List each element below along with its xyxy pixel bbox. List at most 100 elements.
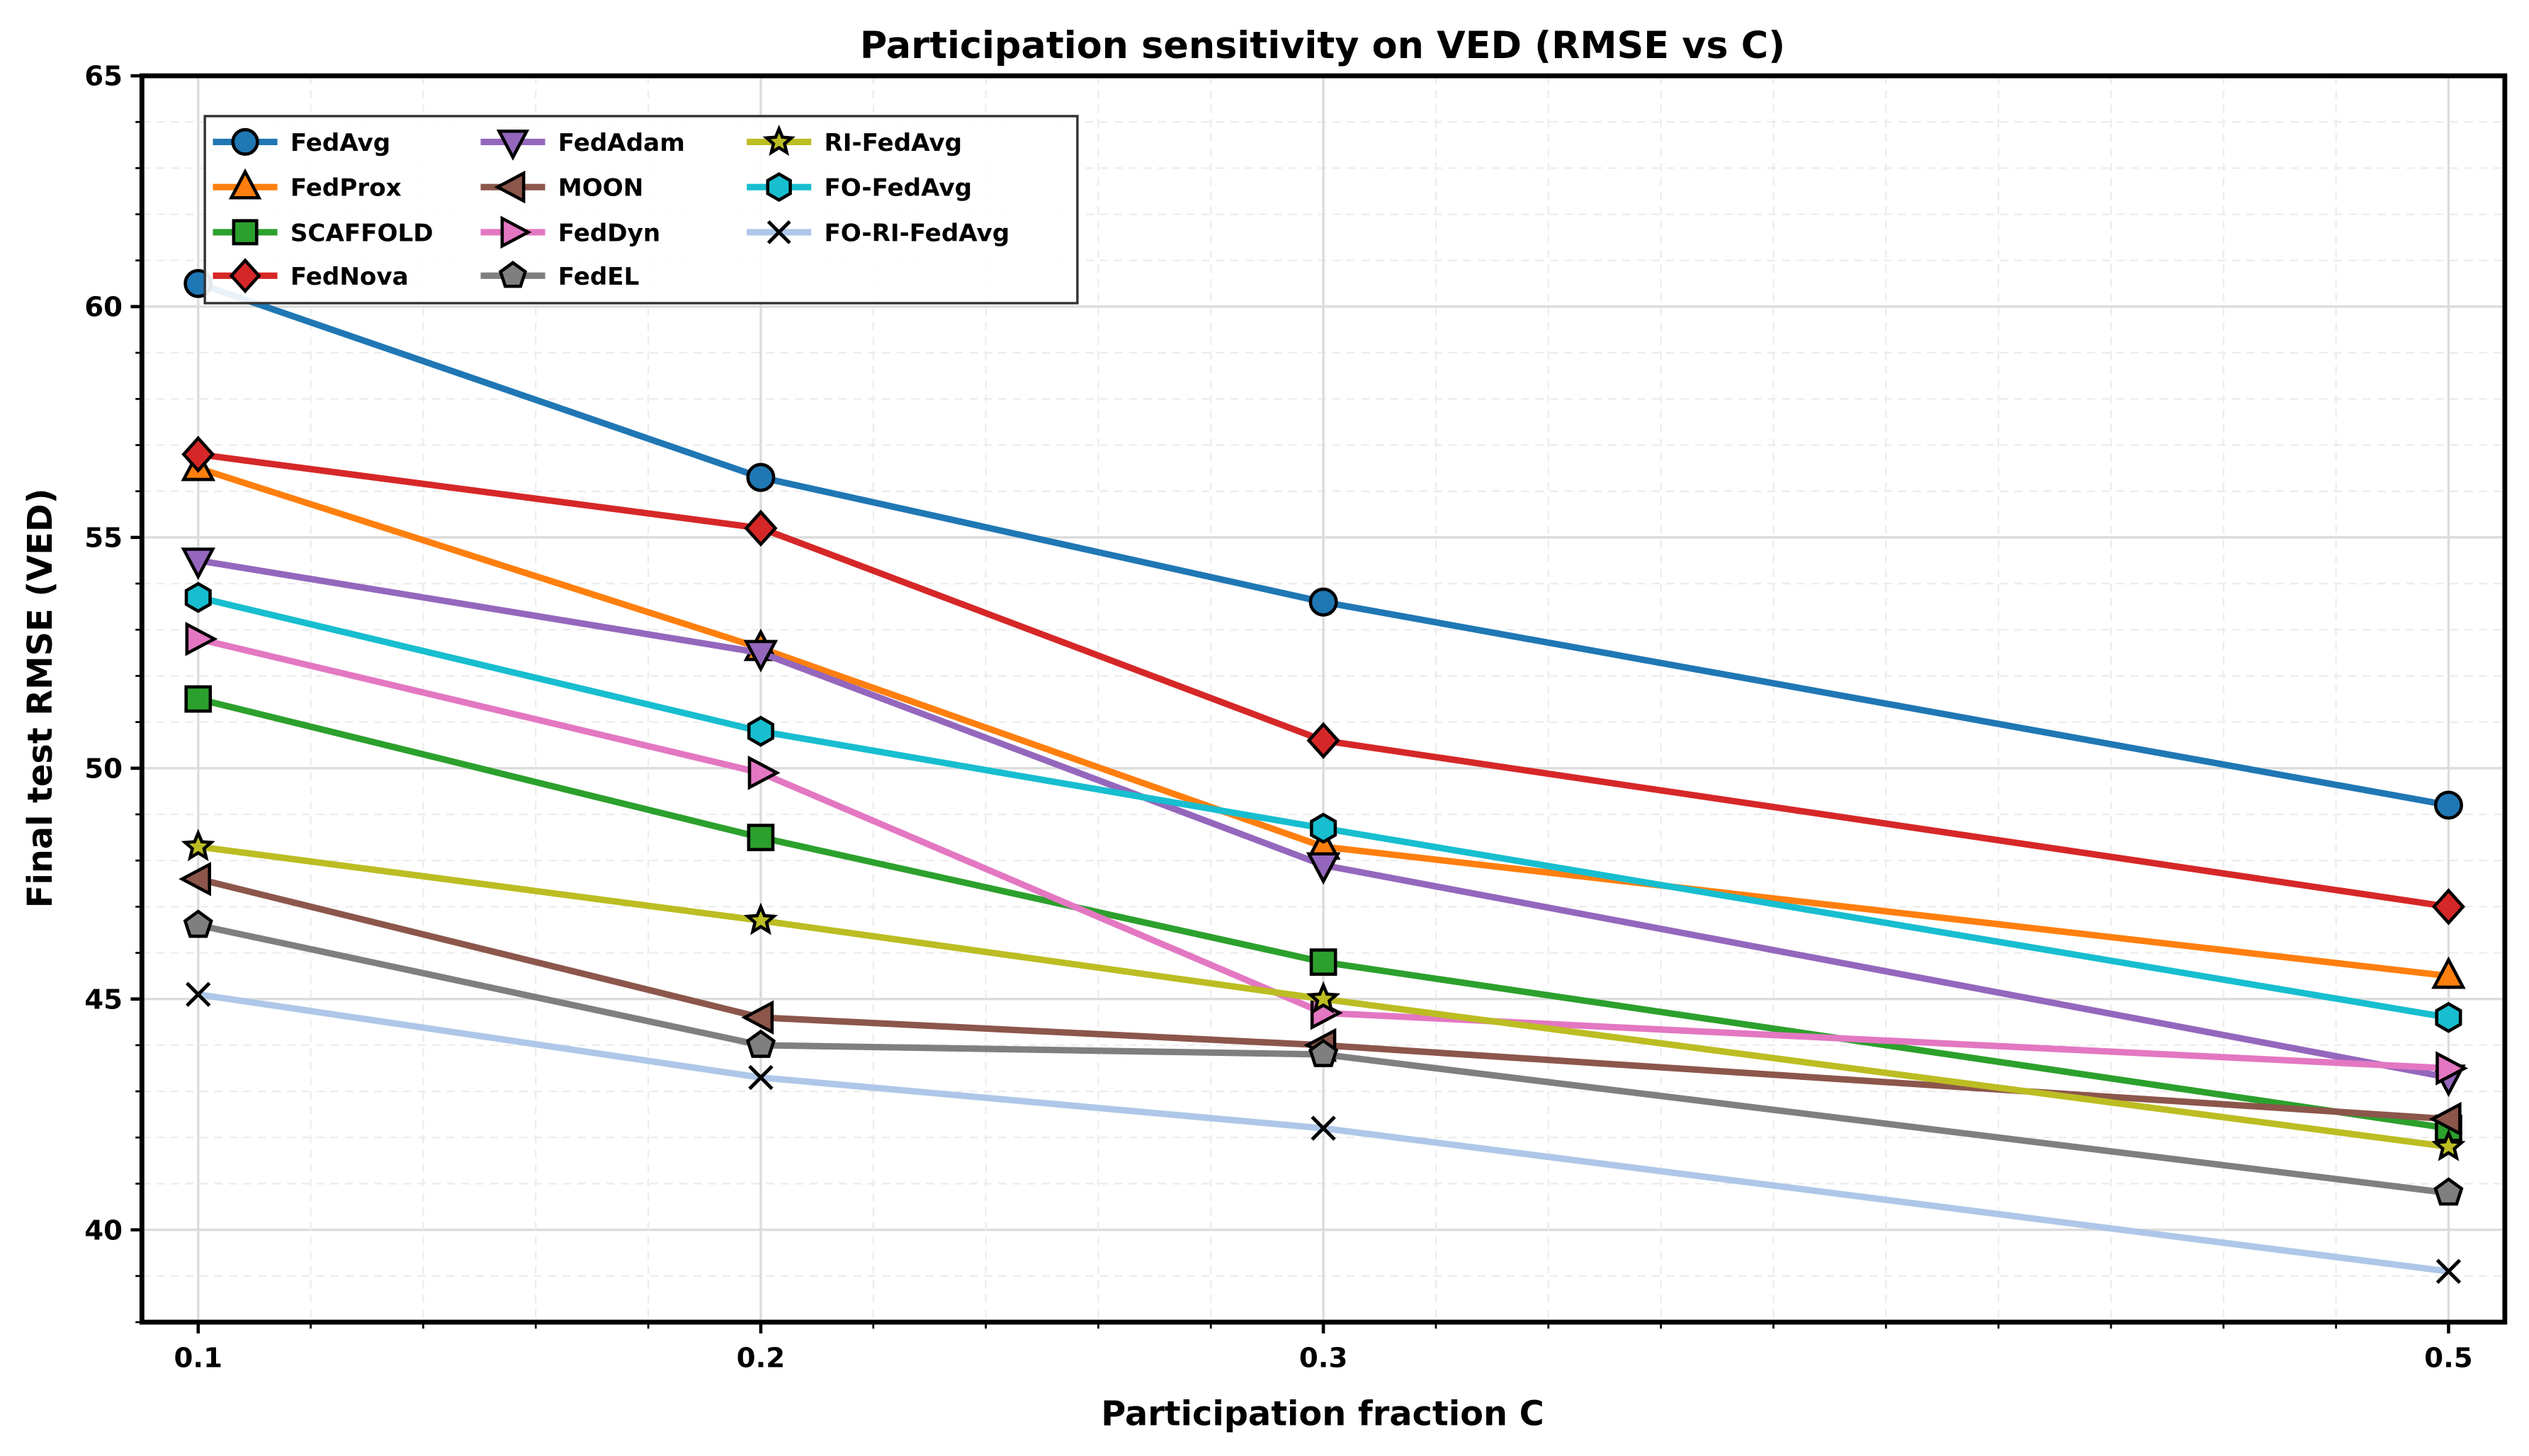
circle-marker	[746, 462, 776, 492]
legend-entry: SCAFFOLD	[213, 219, 434, 247]
series-line	[197, 921, 2449, 1197]
legend-label: FedAvg	[290, 129, 390, 157]
x-axis-label: Participation fraction C	[1101, 1395, 1544, 1434]
series-fo-fedavg	[184, 581, 2462, 1033]
pentagon-marker	[745, 1029, 776, 1058]
ticks: 0.1 0.2 0.3 0.5 40 45 50 55 60 65	[84, 61, 2473, 1375]
legend-entry: MOON	[480, 170, 644, 204]
legend: FedAvg FedProx SCAFFOLD FedNova FedAdam MOON F…	[203, 115, 1079, 305]
legend-entry: FedAvg	[213, 127, 390, 157]
pentagon-marker	[2433, 1177, 2464, 1206]
legend-entry: FedEL	[480, 261, 640, 291]
y-tick-label: 50	[84, 753, 123, 785]
legend-frame	[203, 115, 1079, 305]
legend-label: MOON	[558, 174, 644, 203]
square-marker	[747, 824, 775, 851]
star-marker	[743, 902, 779, 935]
x-tick-label: 0.3	[1299, 1343, 1348, 1375]
series-fo-ri-fedavg	[186, 982, 2462, 1285]
diamond-marker	[1306, 722, 1340, 759]
pentagon-marker	[498, 261, 528, 288]
series-feddyn	[185, 622, 2469, 1086]
circle-marker	[231, 127, 259, 156]
y-tick-label: 60	[84, 292, 123, 324]
y-axis-label: Final test RMSE (VED)	[21, 489, 60, 909]
triangle-left-marker	[179, 861, 211, 897]
triangle-up-marker	[228, 168, 262, 200]
legend-label: SCAFFOLD	[290, 219, 434, 247]
legend-label: FedProx	[290, 174, 402, 203]
legend-label: FedNova	[290, 263, 409, 291]
circle-marker	[2433, 790, 2463, 820]
square-marker	[232, 219, 259, 246]
pentagon-marker	[1308, 1038, 1339, 1067]
triangle-left-marker	[741, 1000, 774, 1035]
circle-marker	[1308, 587, 1338, 617]
triangle-up-marker	[2431, 956, 2466, 989]
series-fedel	[183, 909, 2464, 1206]
y-tick-label: 55	[84, 523, 123, 554]
series-line	[197, 695, 2450, 1132]
series-line	[197, 875, 2449, 1122]
legend-entry: FedProx	[213, 168, 402, 203]
legend-label: FedDyn	[558, 219, 660, 247]
star-marker	[762, 125, 796, 157]
series-line	[198, 843, 2450, 1150]
y-tick-label: 65	[84, 61, 123, 93]
x-marker	[766, 220, 791, 244]
x-marker	[1311, 1115, 1336, 1141]
legend-entry: RI-FedAvg	[747, 125, 962, 157]
hexagon-marker	[747, 715, 774, 747]
series-line	[197, 594, 2450, 1021]
triangle-left-marker	[2428, 1101, 2462, 1137]
legend-entry: FedNova	[213, 258, 409, 294]
legend-entry: FedAdam	[480, 129, 685, 161]
hexagon-marker	[1310, 812, 1337, 844]
x-tick-label: 0.1	[174, 1343, 223, 1375]
series-line	[197, 465, 2449, 979]
series-layer	[179, 268, 2469, 1285]
pentagon-marker	[183, 909, 213, 938]
series-line	[197, 280, 2450, 809]
triangle-down-marker	[743, 639, 779, 673]
square-marker	[184, 685, 213, 713]
triangle-left-marker	[494, 170, 526, 204]
y-tick-label: 45	[84, 984, 123, 1016]
chart-title: Participation sensitivity on VED (RMSE v…	[860, 24, 1785, 67]
x-tick-label: 0.5	[2424, 1343, 2473, 1375]
series-line	[198, 991, 2450, 1275]
triangle-down-marker	[496, 129, 530, 161]
triangle-down-marker	[181, 547, 216, 581]
legend-label: FedAdam	[558, 129, 685, 157]
triangle-down-marker	[1306, 852, 1341, 885]
legend-label: FO-FedAvg	[824, 174, 972, 203]
diamond-marker	[2431, 888, 2465, 926]
legend-label: RI-FedAvg	[824, 129, 962, 157]
series-line	[197, 635, 2449, 1072]
series-fednova	[181, 436, 2465, 926]
x-marker	[2435, 1258, 2462, 1285]
triangle-right-marker	[2435, 1051, 2469, 1086]
series-line	[198, 451, 2450, 910]
star-marker	[1306, 981, 1341, 1014]
x-tick-label: 0.2	[737, 1343, 786, 1375]
triangle-right-marker	[747, 756, 781, 790]
legend-label: FedEL	[558, 263, 640, 291]
hexagon-marker	[766, 172, 792, 203]
triangle-right-marker	[500, 215, 532, 249]
hexagon-marker	[184, 581, 212, 613]
series-ri-fedavg	[181, 829, 2466, 1161]
y-tick-label: 40	[84, 1215, 123, 1246]
diamond-marker	[229, 258, 261, 294]
legend-entry: FO-RI-FedAvg	[747, 219, 1009, 247]
legend-entry: FO-FedAvg	[747, 172, 972, 203]
triangle-right-marker	[185, 622, 218, 656]
series-line	[198, 557, 2450, 1081]
x-marker	[186, 982, 211, 1007]
star-marker	[2431, 1128, 2466, 1161]
diamond-marker	[181, 436, 215, 473]
diamond-marker	[744, 509, 778, 547]
star-marker	[181, 829, 215, 862]
hexagon-marker	[2435, 1001, 2462, 1033]
